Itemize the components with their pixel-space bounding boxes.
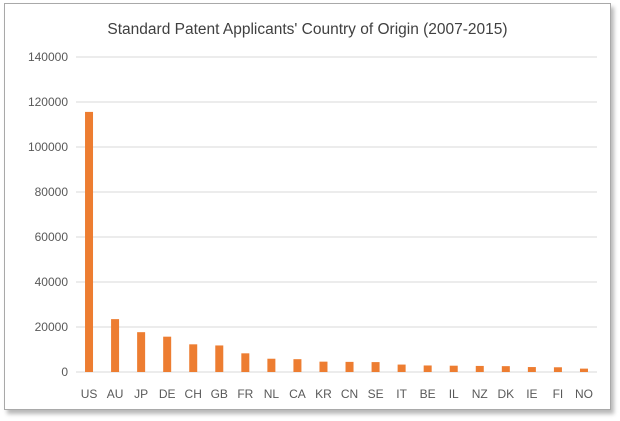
chart-title: Standard Patent Applicants' Country of O… [107,21,508,38]
bar-ca [293,359,302,372]
y-tick-label: 0 [61,365,68,379]
x-tick-label: IL [449,387,459,401]
y-tick-label: 140000 [28,50,68,64]
bar-cn [345,361,354,372]
y-tick-label: 120000 [28,95,68,109]
bar-au [111,319,120,372]
chart-frame: Standard Patent Applicants' Country of O… [4,3,611,410]
bar-us [85,111,94,373]
bar-jp [137,332,146,372]
bar-fr [241,353,250,372]
bar-nl [267,358,276,372]
x-tick-label: CN [341,387,358,401]
x-tick-label: NZ [472,387,488,401]
x-tick-label: US [81,387,98,401]
bar-de [163,336,172,372]
y-tick-label: 60000 [35,230,69,244]
y-tick-label: 20000 [35,320,69,334]
x-tick-label: JP [134,387,148,401]
bar-il [449,365,458,372]
y-tick-label: 80000 [35,185,69,199]
x-tick-label: KR [315,387,332,401]
x-tick-label: CH [185,387,202,401]
chart-plot-area: 0 20000 40000 60000 80000 100000 120000 140000 U… [28,50,597,401]
x-tick-label: FI [553,387,564,401]
x-tick-label: NO [575,387,593,401]
bar-ch [189,344,198,372]
x-tick-label: IT [396,387,407,401]
bar-se [371,362,380,372]
x-tick-label: NL [264,387,280,401]
x-tick-label: DK [497,387,514,401]
x-tick-label: SE [368,387,384,401]
bar-nz [475,365,484,372]
x-tick-label: BE [420,387,436,401]
bar-dk [501,366,510,372]
bar-gb [215,345,224,372]
x-tick-label: CA [289,387,306,401]
x-tick-label: DE [159,387,176,401]
bar-fi [553,367,562,372]
bar-ie [527,367,536,372]
y-tick-label: 100000 [28,140,68,154]
x-tick-label: FR [237,387,253,401]
bar-be [423,365,432,372]
bar-no [579,368,588,372]
bar-it [397,364,406,372]
y-tick-label: 40000 [35,275,69,289]
x-tick-label: AU [107,387,124,401]
bar-kr [319,361,328,372]
x-tick-label: GB [211,387,228,401]
x-tick-label: IE [526,387,537,401]
